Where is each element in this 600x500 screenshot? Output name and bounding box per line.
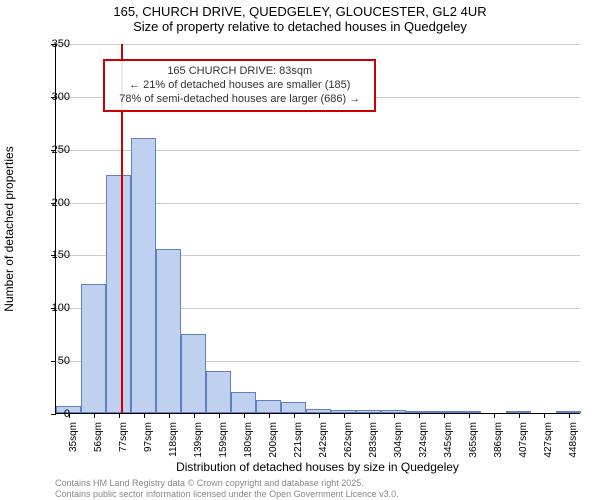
x-tick-label: 386sqm (493, 422, 504, 472)
x-tick-label: 56sqm (93, 422, 104, 472)
y-tick-label: 150 (30, 249, 70, 261)
x-tick-mark (169, 413, 170, 418)
x-tick-label: 283sqm (368, 422, 379, 472)
x-tick-label: 159sqm (218, 422, 229, 472)
x-tick-label: 200sqm (268, 422, 279, 472)
chart-title-address: 165, CHURCH DRIVE, QUEDGELEY, GLOUCESTER… (0, 4, 600, 19)
x-tick-label: 77sqm (118, 422, 129, 472)
x-tick-mark (94, 413, 95, 418)
x-tick-mark (469, 413, 470, 418)
y-tick-label: 200 (30, 197, 70, 209)
x-tick-label: 139sqm (193, 422, 204, 472)
y-axis-label: Number of detached properties (2, 44, 18, 414)
x-tick-label: 97sqm (143, 422, 154, 472)
x-tick-mark (319, 413, 320, 418)
x-tick-mark (494, 413, 495, 418)
x-tick-label: 324sqm (418, 422, 429, 472)
x-tick-label: 221sqm (293, 422, 304, 472)
x-tick-label: 242sqm (318, 422, 329, 472)
x-tick-mark (194, 413, 195, 418)
chart-subtitle: Size of property relative to detached ho… (0, 19, 600, 34)
histogram-bar (231, 392, 256, 413)
plot-area: 165 CHURCH DRIVE: 83sqm← 21% of detached… (55, 44, 580, 414)
y-tick-label: 0 (30, 408, 70, 420)
x-tick-mark (444, 413, 445, 418)
y-tick-label: 50 (30, 355, 70, 367)
x-tick-mark (269, 413, 270, 418)
histogram-bar (156, 249, 181, 413)
histogram-bar (256, 400, 281, 413)
x-tick-label: 118sqm (168, 422, 179, 472)
footer-line2: Contains public sector information licen… (55, 489, 399, 500)
y-tick-label: 300 (30, 91, 70, 103)
chart-footer: Contains HM Land Registry data © Crown c… (55, 478, 399, 500)
y-tick-label: 100 (30, 302, 70, 314)
footer-line1: Contains HM Land Registry data © Crown c… (55, 478, 399, 489)
x-tick-mark (119, 413, 120, 418)
histogram-bar (131, 138, 156, 413)
x-tick-label: 180sqm (243, 422, 254, 472)
x-tick-label: 35sqm (68, 422, 79, 472)
x-tick-mark (344, 413, 345, 418)
annotation-line2: ← 21% of detached houses are smaller (18… (111, 78, 368, 92)
x-tick-label: 345sqm (443, 422, 454, 472)
x-tick-mark (244, 413, 245, 418)
x-tick-label: 407sqm (518, 422, 529, 472)
y-tick-label: 350 (30, 38, 70, 50)
x-tick-label: 262sqm (343, 422, 354, 472)
x-tick-label: 365sqm (468, 422, 479, 472)
x-tick-label: 427sqm (543, 422, 554, 472)
x-tick-label: 304sqm (393, 422, 404, 472)
annotation-box: 165 CHURCH DRIVE: 83sqm← 21% of detached… (103, 59, 376, 112)
annotation-line1: 165 CHURCH DRIVE: 83sqm (111, 64, 368, 78)
x-tick-mark (144, 413, 145, 418)
chart-title-block: 165, CHURCH DRIVE, QUEDGELEY, GLOUCESTER… (0, 4, 600, 34)
y-tick-label: 250 (30, 144, 70, 156)
histogram-bar (181, 334, 206, 413)
x-tick-mark (419, 413, 420, 418)
x-tick-mark (219, 413, 220, 418)
x-tick-mark (294, 413, 295, 418)
x-tick-mark (519, 413, 520, 418)
histogram-bar (281, 402, 306, 413)
x-tick-mark (569, 413, 570, 418)
histogram-bar (81, 284, 106, 413)
histogram-bar (206, 371, 231, 413)
annotation-line3: 78% of semi-detached houses are larger (… (111, 92, 368, 106)
x-tick-label: 448sqm (568, 422, 579, 472)
chart-container: 165, CHURCH DRIVE, QUEDGELEY, GLOUCESTER… (0, 0, 600, 500)
gridline (56, 44, 580, 45)
x-tick-mark (544, 413, 545, 418)
x-tick-mark (369, 413, 370, 418)
x-tick-mark (394, 413, 395, 418)
histogram-bar (106, 175, 131, 413)
